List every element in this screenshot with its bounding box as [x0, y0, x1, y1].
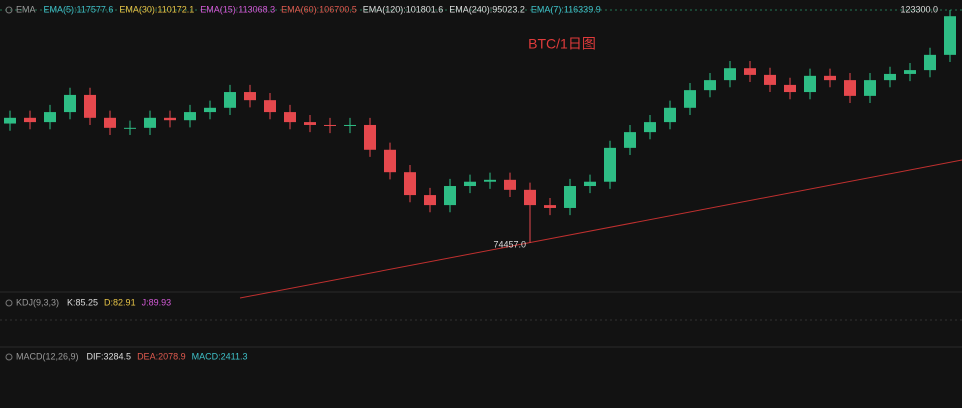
indicator-value: EMA(120):101801.6 [363, 4, 444, 14]
indicator-value: DIF:3284.5 [87, 351, 132, 361]
indicator-value: DEA:2078.9 [137, 351, 186, 361]
indicator-icon [5, 299, 13, 307]
candle-body [484, 179, 496, 182]
candle-body [584, 181, 596, 187]
trend-line [239, 159, 962, 299]
candle-body [504, 179, 516, 190]
indicator-name: KDJ(9,3,3) [16, 297, 59, 307]
candle-body [164, 117, 176, 121]
candle-body [844, 80, 856, 96]
candle-body [284, 112, 296, 123]
candle-body [344, 124, 356, 126]
candle-body [924, 54, 936, 71]
indicator-value: EMA(7):116339.9 [531, 4, 601, 14]
indicator-icon [5, 6, 13, 14]
candle-body [524, 189, 536, 206]
indicator-value: J:89.93 [142, 297, 172, 307]
candle-body [744, 68, 756, 75]
candle-body [824, 75, 836, 81]
candle-body [724, 68, 736, 81]
indicator-value: D:82.91 [104, 297, 136, 307]
candle-body [264, 100, 276, 113]
candle-body [424, 195, 436, 206]
candle-body [764, 74, 776, 85]
candle-body [624, 132, 636, 148]
candle-body [884, 73, 896, 81]
candle-body [304, 122, 316, 125]
indicator-value: MACD:2411.3 [192, 351, 248, 361]
indicator-value: K:85.25 [67, 297, 98, 307]
high-price-label: 123300.0 [900, 4, 938, 14]
candle-body [604, 147, 616, 182]
candle-body [564, 186, 576, 208]
candle-body [704, 80, 716, 91]
candle-body [24, 117, 36, 123]
candle-body [244, 92, 256, 101]
candle-body [444, 186, 456, 206]
candle-body [104, 117, 116, 128]
candle-body [384, 149, 396, 173]
candle-body [464, 181, 476, 187]
candle-body [184, 112, 196, 121]
candle-body [544, 205, 556, 208]
indicator-value: EMA(60):106700.5 [281, 4, 357, 14]
candle-body [684, 90, 696, 108]
candle-body [864, 80, 876, 96]
candle-body [84, 94, 96, 118]
indicator-value: EMA(15):113068.3 [200, 4, 275, 14]
candle-body [364, 124, 376, 150]
candle-body [224, 92, 236, 108]
indicator-value: EMA(240):95023.2 [449, 4, 525, 14]
candle-body [144, 117, 156, 128]
chart-title: BTC/1日图 [528, 36, 596, 52]
indicator-icon [5, 353, 13, 361]
low-price-label: 74457.0 [493, 239, 526, 249]
candle-body [404, 172, 416, 196]
candle-body [44, 112, 56, 123]
candle-body [4, 117, 16, 124]
indicator-value: EMA(5):117577.6 [44, 4, 114, 14]
candle-body [204, 107, 216, 113]
candle-body [664, 107, 676, 123]
indicator-name: EMA [16, 4, 36, 14]
candle-body [124, 127, 136, 129]
indicator-value: EMA(30):110172.1 [119, 4, 194, 14]
candle-body [784, 84, 796, 93]
candle-body [804, 75, 816, 93]
candle-body [64, 94, 76, 113]
candle-body [324, 124, 336, 126]
candle-body [944, 16, 956, 55]
candle-body [644, 122, 656, 133]
indicator-name: MACD(12,26,9) [16, 351, 79, 361]
candle-body [904, 70, 916, 74]
